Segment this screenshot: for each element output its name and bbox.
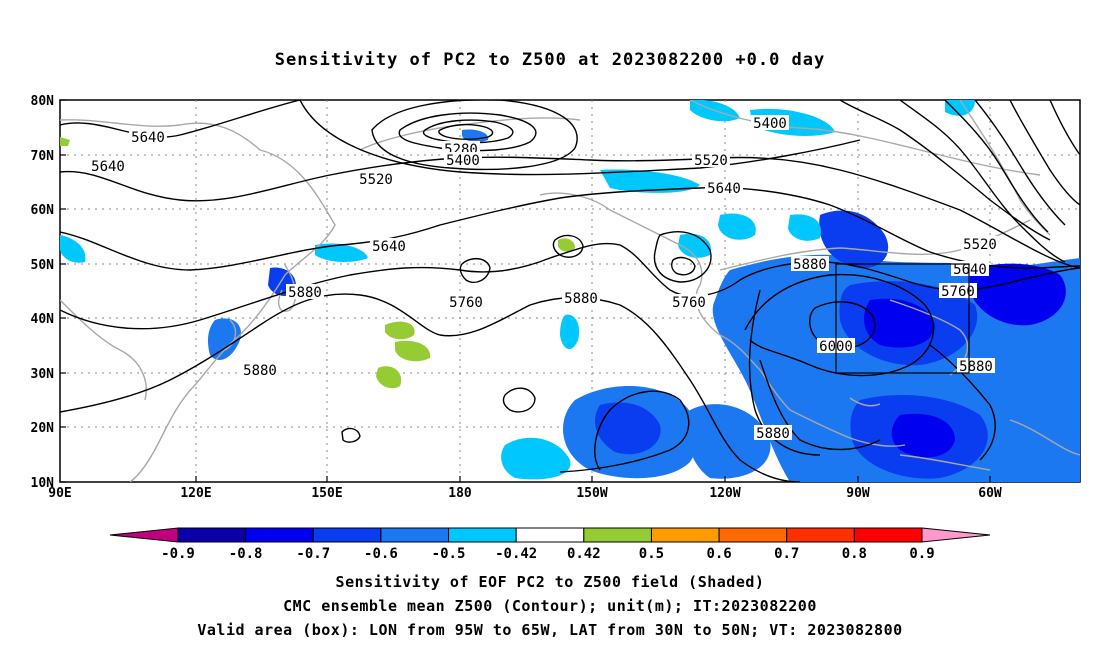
footer-line-1: Sensitivity of EOF PC2 to Z500 field (Sh…	[335, 573, 765, 591]
contour-label: 5880	[288, 285, 322, 301]
lat-label: 30N	[31, 367, 55, 382]
colorbar-swatch	[245, 527, 314, 543]
colorbar-label: -0.5	[432, 546, 466, 562]
colorbar-swatch	[718, 527, 788, 543]
colorbar: -0.9 -0.8 -0.7 -0.6 -0.5 -0.42 0.42 0.5 0.6 0.7 0.…	[109, 527, 991, 562]
shaded-sensitivity	[60, 100, 1080, 482]
contour-label-bg	[939, 283, 977, 298]
contour-label-bg	[370, 238, 408, 253]
contour-label-bg	[692, 152, 730, 167]
contour-label-bg	[89, 158, 127, 173]
colorbar-label: 0.42	[567, 546, 601, 562]
contour-label: 5760	[449, 295, 483, 311]
footer-line-3: Valid area (box): LON from 95W to 65W, L…	[197, 621, 903, 639]
z500-contours	[60, 100, 1080, 482]
colorbar-swatch	[650, 527, 720, 543]
contour-label-bg	[447, 294, 485, 309]
lon-label: 150E	[311, 486, 342, 501]
colorbar-left-arrow	[109, 527, 179, 543]
contour-label: 5640	[707, 181, 741, 197]
contour-label: 5520	[694, 153, 728, 169]
contour-label: 5760	[941, 284, 975, 300]
lat-label: 60N	[31, 203, 55, 218]
lat-label: 20N	[31, 421, 55, 436]
colorbar-swatch	[515, 527, 585, 543]
contour-label: 5640	[131, 130, 165, 146]
colorbar-swatch	[786, 527, 855, 543]
shaded-positive	[60, 137, 575, 389]
contour-label: 5880	[756, 426, 790, 442]
contour-label-bg	[705, 180, 743, 195]
lon-label: 90E	[48, 486, 71, 501]
contour-label: 5520	[963, 237, 997, 253]
lon-label: 120W	[709, 486, 740, 501]
lat-label: 80N	[31, 94, 55, 109]
colorbar-swatch	[177, 527, 247, 543]
contour-label: 5880	[793, 257, 827, 273]
lon-label: 120E	[180, 486, 211, 501]
valid-area-box	[835, 263, 970, 374]
lon-label: 180	[448, 486, 472, 501]
contour-label-bg	[444, 152, 482, 167]
contour-label: 5760	[672, 295, 706, 311]
lon-label: 150W	[576, 486, 607, 501]
map-title: Sensitivity of PC2 to Z500 at 2023082200…	[274, 50, 826, 70]
contour-label-bg	[670, 294, 708, 309]
colorbar-label: -0.6	[364, 546, 398, 562]
contour-label-bg	[951, 261, 989, 276]
contour-label-bg	[957, 358, 995, 373]
tick-marks	[60, 99, 991, 483]
colorbar-swatch	[380, 527, 450, 543]
colorbar-right-arrow	[921, 527, 991, 543]
colorbar-swatch	[853, 527, 923, 543]
contour-label: 5520	[359, 172, 393, 188]
contour-label-bg	[357, 171, 395, 186]
footer-line-2: CMC ensemble mean Z500 (Contour); unit(m…	[283, 597, 817, 615]
contour-label: 5400	[753, 116, 787, 132]
contour-label: 5880	[243, 363, 277, 379]
contour-label: 5400	[446, 153, 480, 169]
contour-label: 5640	[953, 262, 987, 278]
colorbar-label: 0.5	[639, 546, 664, 562]
colorbar-label: -0.9	[161, 546, 195, 562]
contour-label-bg	[791, 256, 829, 271]
colorbar-label: -0.7	[296, 546, 330, 562]
colorbar-label: -0.42	[495, 546, 537, 562]
contour-label: 5640	[372, 239, 406, 255]
lat-label: 40N	[31, 312, 55, 327]
contour-label: 5880	[564, 291, 598, 307]
colorbar-label: 0.9	[909, 546, 934, 562]
colorbar-label: 0.6	[706, 546, 731, 562]
contour-label-bg	[241, 362, 279, 377]
colorbar-label: 0.7	[774, 546, 799, 562]
contour-label: 5640	[91, 159, 125, 175]
colorbar-label: 0.8	[842, 546, 867, 562]
colorbar-swatch	[583, 527, 652, 543]
contour-label: 5880	[959, 359, 993, 375]
contour-label-bg	[961, 236, 999, 251]
contour-label-bg	[751, 115, 789, 130]
lat-label: 50N	[31, 258, 55, 273]
latitude-labels: 80N 70N 60N 50N 40N 30N 20N 10N	[31, 94, 55, 491]
contour-label-bg	[286, 284, 324, 299]
lat-label: 10N	[31, 476, 55, 491]
lon-label: 90W	[846, 486, 870, 501]
longitude-labels: 90E 120E 150E 180 150W 120W 90W 60W	[48, 486, 1002, 501]
contour-label-bg	[562, 290, 600, 305]
colorbar-swatch	[448, 527, 517, 543]
colorbar-label: -0.8	[229, 546, 263, 562]
lat-label: 70N	[31, 149, 55, 164]
contour-label-bg	[129, 129, 167, 144]
contour-label-bg	[754, 425, 792, 440]
lon-label: 60W	[978, 486, 1002, 501]
colorbar-swatch	[312, 527, 382, 543]
